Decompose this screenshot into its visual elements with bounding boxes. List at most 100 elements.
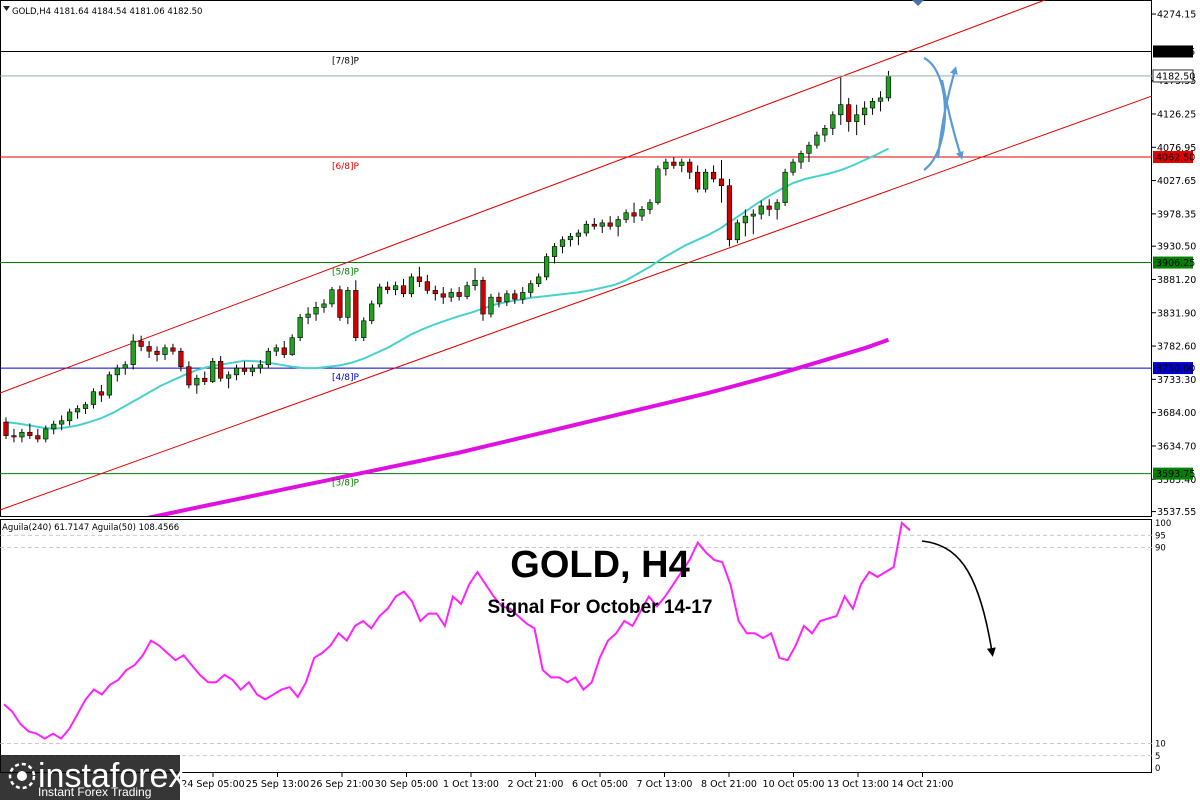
murrey-price-label: 4218.75 <box>1156 47 1195 58</box>
candle-bull <box>758 205 764 215</box>
candle-bull <box>369 303 375 322</box>
candle-bull <box>806 144 812 154</box>
candle-bear <box>98 391 104 396</box>
price-tick-label: 3930.50 <box>1157 242 1196 253</box>
candle-bull <box>599 222 605 227</box>
price-tick-label: 3684.00 <box>1157 408 1196 419</box>
candle-bull <box>233 367 240 376</box>
candle-bull <box>520 292 526 300</box>
time-tick-label: 24 Sep 05:00 <box>181 779 244 790</box>
candle-bear <box>416 276 423 282</box>
moving-averages <box>5 147 890 516</box>
candle-bull <box>782 171 788 203</box>
murrey-price-label: 3593.75 <box>1156 469 1195 480</box>
time-tick-label: 1 Oct 13:00 <box>443 779 499 790</box>
murrey-levels <box>0 50 1152 475</box>
candle-bear <box>671 161 677 166</box>
candle-bear <box>710 171 717 180</box>
time-tick-label: 10 Oct 05:00 <box>763 779 825 790</box>
regression-channel <box>0 0 1152 511</box>
channel-lower-line <box>0 95 1152 511</box>
oscillator: 100 95 90 10 5 0 <box>0 519 1171 774</box>
price-tick-label: 3733.30 <box>1157 375 1196 386</box>
candle-bear <box>480 279 486 315</box>
candle-bear <box>726 185 733 241</box>
candle-bear <box>202 377 208 382</box>
candle-bull <box>655 168 661 203</box>
price-tick-label: 3537.55 <box>1157 507 1196 518</box>
candle-bear <box>281 347 287 355</box>
murrey-label: [5/8]P <box>332 268 360 278</box>
candle-bull <box>210 361 216 382</box>
logo-mark-icon <box>8 762 36 790</box>
murrey-level-labels: [7/8]P [6/8]P [5/8]P [4/8]P [3/8]P <box>332 56 360 488</box>
murrey-label: [7/8]P <box>332 56 360 66</box>
candle-bear <box>178 350 184 368</box>
candle-bull <box>19 431 25 438</box>
candle-bull <box>90 391 97 405</box>
candle-bull <box>162 347 168 355</box>
price-tick-label: 3831.90 <box>1157 308 1196 319</box>
time-tick-label: 2 Oct 21:00 <box>508 779 564 790</box>
murrey-price-label: 4062.50 <box>1156 153 1195 164</box>
forecast-arc-right <box>923 57 947 171</box>
candle-bull <box>114 367 120 376</box>
candle-bull <box>615 219 621 227</box>
price-tick-label: 4274.15 <box>1157 10 1196 21</box>
oscillator-line <box>3 521 911 740</box>
candle-bull <box>273 347 279 352</box>
current-price-label: 4182.50 <box>1156 71 1195 82</box>
candlesticks <box>3 70 892 443</box>
candle-bull <box>639 209 645 217</box>
forecast-arrow-up <box>936 66 958 159</box>
candle-bull <box>59 420 65 425</box>
oscillator-tick-label: 10 <box>1155 740 1166 750</box>
candle-bull <box>559 239 566 247</box>
candle-bull <box>305 313 311 318</box>
candle-bull <box>869 100 876 109</box>
candle-bear <box>35 435 41 440</box>
candle-bear <box>27 431 33 436</box>
candle-bull <box>130 340 136 366</box>
candle-bull <box>43 428 49 440</box>
candle-bear <box>218 361 224 379</box>
murrey-price-label: 3906.25 <box>1156 258 1195 269</box>
price-tick-label: 3881.20 <box>1157 275 1196 286</box>
sma-fast-line <box>5 147 889 430</box>
time-tick-label: 30 Sep 05:00 <box>375 779 438 790</box>
candle-bull <box>265 350 271 366</box>
candle-bull <box>313 306 319 315</box>
candle-bull <box>504 293 510 303</box>
oscillator-panel-frame <box>0 519 1152 773</box>
candle-bull <box>543 256 550 278</box>
channel-line <box>0 0 1046 394</box>
candle-bear <box>591 223 597 227</box>
candle-bull <box>702 171 709 190</box>
candle-bull <box>321 303 327 308</box>
candle-bull <box>679 161 685 166</box>
candle-bull <box>790 161 796 173</box>
top-marker-icon <box>912 0 924 6</box>
candle-bull <box>464 285 470 297</box>
candle-bull <box>854 114 860 122</box>
oscillator-tick-label: 5 <box>1155 752 1160 762</box>
candle-bear <box>400 285 407 295</box>
candle-bull <box>885 75 892 99</box>
candle-bear <box>496 296 502 303</box>
candle-bull <box>742 215 748 224</box>
candle-bear <box>241 367 248 372</box>
murrey-price-box <box>1153 151 1193 164</box>
time-tick-label: 26 Sep 21:00 <box>310 779 373 790</box>
logo-tagline: Instant Forex Trading <box>38 785 151 799</box>
oscillator-tick-label: 100 <box>1155 519 1171 529</box>
candle-bull <box>575 232 581 237</box>
time-tick-label: 13 Oct 13:00 <box>827 779 889 790</box>
murrey-price-box <box>1153 362 1193 375</box>
candle-bull <box>67 411 73 422</box>
candle-bear <box>353 290 359 338</box>
candle-bull <box>583 223 589 234</box>
sma-slow-line <box>146 337 890 516</box>
main-panel-frame <box>0 0 1152 517</box>
price-tick-label: 3978.35 <box>1157 209 1196 220</box>
